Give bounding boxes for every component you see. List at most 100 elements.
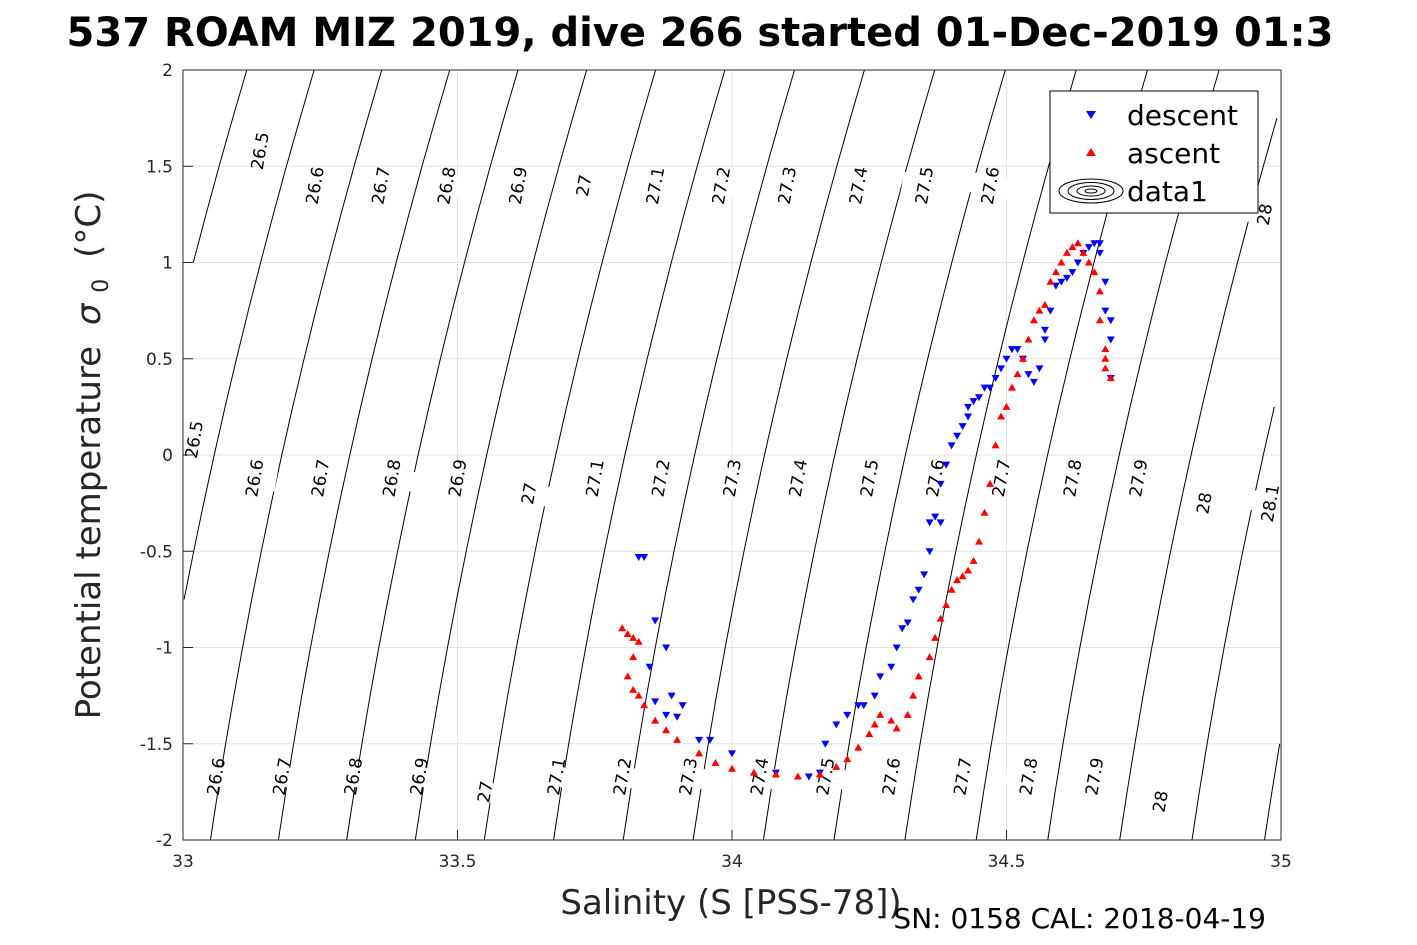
descent-point xyxy=(843,711,852,719)
ascent-point xyxy=(623,672,632,680)
ascent-point xyxy=(1101,354,1110,362)
y-tick-label: 2 xyxy=(162,61,173,81)
ascent-point xyxy=(1095,316,1104,324)
descent-point xyxy=(645,663,654,671)
ascent-point xyxy=(914,672,923,680)
y-tick-label: -1.5 xyxy=(140,735,173,755)
descent-point xyxy=(1029,378,1038,386)
ascent-point xyxy=(749,768,758,776)
isopycnal-line xyxy=(277,69,451,841)
legend-ascent-label: ascent xyxy=(1127,137,1220,170)
descent-point xyxy=(662,711,671,719)
calibration-footer: SN: 0158 CAL: 2018-04-19 xyxy=(893,902,1266,935)
ascent-point xyxy=(876,710,885,718)
contour-label-bg xyxy=(763,171,811,200)
ascent-point xyxy=(662,726,671,734)
y-tick-label: -2 xyxy=(156,831,173,851)
descent-point xyxy=(947,442,956,450)
ascent-point xyxy=(1090,268,1099,276)
y-axis-label-subscript: 0 xyxy=(89,279,114,293)
descent-point xyxy=(892,644,901,652)
descent-point xyxy=(969,398,978,406)
y-tick-label: -0.5 xyxy=(140,542,173,562)
contour-label-bg xyxy=(1136,787,1184,816)
contour-label-bg xyxy=(461,778,509,806)
contour-label-bg xyxy=(192,762,240,791)
y-axis-label-unit: (°C) xyxy=(69,191,109,258)
ascent-point xyxy=(1057,258,1066,266)
descent-point xyxy=(964,403,973,411)
ascent-point xyxy=(1073,239,1082,247)
ascent-point xyxy=(947,585,956,593)
isopycnal-line xyxy=(414,69,588,841)
ascent-point xyxy=(815,770,824,778)
descent-point xyxy=(1073,259,1082,267)
ascent-point xyxy=(909,691,918,699)
descent-point xyxy=(1106,336,1115,344)
contour-label-bg xyxy=(939,762,986,791)
descent-point xyxy=(931,513,940,521)
contour-label-bg xyxy=(395,762,443,791)
ascent-point xyxy=(1040,300,1049,308)
descent-point xyxy=(997,365,1006,373)
descent-point xyxy=(854,702,863,710)
ascent-point xyxy=(634,637,643,645)
ascent-point xyxy=(1062,248,1071,256)
x-tick-label: 33.5 xyxy=(439,852,477,872)
ascent-point xyxy=(618,624,627,632)
legend-ascent-marker xyxy=(1086,148,1096,156)
ascent-point xyxy=(1101,345,1110,353)
x-tick-label: 35 xyxy=(1270,852,1292,872)
x-axis-ticks: 33 33.5 34 34.5 35 xyxy=(172,830,1292,872)
ascent-point xyxy=(793,772,802,780)
descent-point xyxy=(942,461,951,469)
legend-box xyxy=(1049,90,1259,214)
ascent-point xyxy=(975,537,984,545)
ascent-point xyxy=(651,716,660,724)
ascent-point xyxy=(870,720,879,728)
ascent-point xyxy=(843,755,852,763)
density-contours xyxy=(183,69,1281,841)
ascent-point xyxy=(953,576,962,584)
descent-point xyxy=(1002,355,1011,363)
ascent-point xyxy=(865,730,874,738)
ascent-point xyxy=(892,724,901,732)
descent-point xyxy=(876,673,885,681)
descent-point xyxy=(1040,326,1049,334)
descent-point xyxy=(898,625,907,633)
contour-label-bg xyxy=(708,464,756,492)
descent-point xyxy=(914,586,923,594)
descent-point xyxy=(986,384,995,392)
isopycnal-line xyxy=(183,69,315,600)
contour-label-bg xyxy=(423,171,470,200)
descent-point xyxy=(1024,371,1033,379)
ascent-point xyxy=(1024,335,1033,343)
contour-label: 28 xyxy=(1193,491,1216,516)
descent-point xyxy=(980,384,989,392)
ascent-point xyxy=(1013,370,1022,378)
ascent-point xyxy=(1018,354,1027,362)
contour-label-bg xyxy=(834,171,882,200)
isopycnal-line xyxy=(904,69,1077,841)
descent-point xyxy=(640,554,649,562)
ascent-point xyxy=(1002,402,1011,410)
ascent-point xyxy=(1068,243,1077,251)
isopycnal-line xyxy=(346,69,519,841)
ascent-point xyxy=(695,749,704,757)
descent-point xyxy=(925,519,934,527)
isopycnal-line xyxy=(192,69,248,263)
contour-label-bg xyxy=(966,171,1014,200)
descent-point xyxy=(1013,346,1022,354)
isopycnal-line xyxy=(692,69,865,841)
contour-label-bg xyxy=(774,464,822,492)
contour-label-bg xyxy=(329,762,377,791)
contour-label: 27 xyxy=(573,173,596,198)
ascent-point xyxy=(903,710,912,718)
ascent-point xyxy=(1029,316,1038,324)
descent-point xyxy=(1101,278,1110,286)
contour-label-bg xyxy=(296,464,344,492)
ascent-point xyxy=(1046,277,1055,285)
contour-label-bg xyxy=(637,464,685,492)
series-descent xyxy=(634,240,1115,781)
descent-point xyxy=(706,736,715,744)
